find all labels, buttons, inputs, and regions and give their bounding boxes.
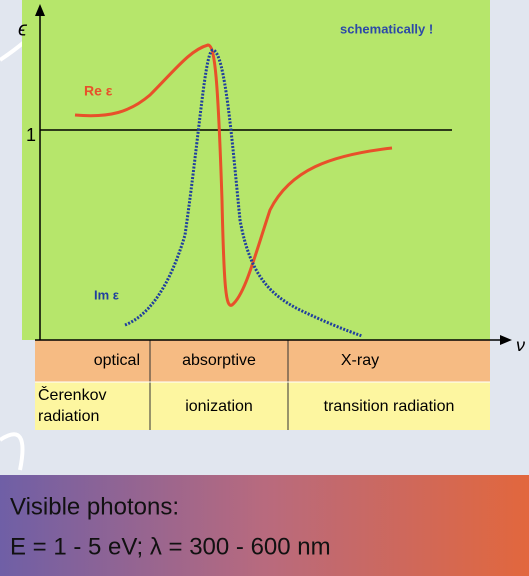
y-axis-label: ϵ xyxy=(18,18,28,40)
cell: X-ray xyxy=(341,352,379,369)
x-axis-label: ν xyxy=(516,335,525,355)
cell: Čerenkov xyxy=(38,385,106,404)
table-row-1 xyxy=(35,340,490,382)
im-label: Im ε xyxy=(94,287,119,302)
y-arrow xyxy=(35,4,45,16)
box-line: Visible photons: xyxy=(10,493,179,520)
re-label: Re ε xyxy=(84,83,113,99)
re-curve xyxy=(74,43,393,307)
note: schematically ! xyxy=(340,21,433,36)
cell: radiation xyxy=(38,408,99,425)
table-row-2 xyxy=(35,382,490,430)
im-curve xyxy=(124,48,363,338)
box-line: E = 1 - 5 eV; λ = 300 - 600 nm xyxy=(10,533,331,560)
x-arrow xyxy=(500,335,512,345)
cell: optical xyxy=(94,352,140,369)
cell: transition radiation xyxy=(324,398,455,415)
info-box xyxy=(0,475,529,576)
plot-area xyxy=(22,0,490,340)
level-label: 1 xyxy=(26,125,36,145)
cell: ionization xyxy=(185,398,253,415)
cell: absorptive xyxy=(182,352,256,369)
